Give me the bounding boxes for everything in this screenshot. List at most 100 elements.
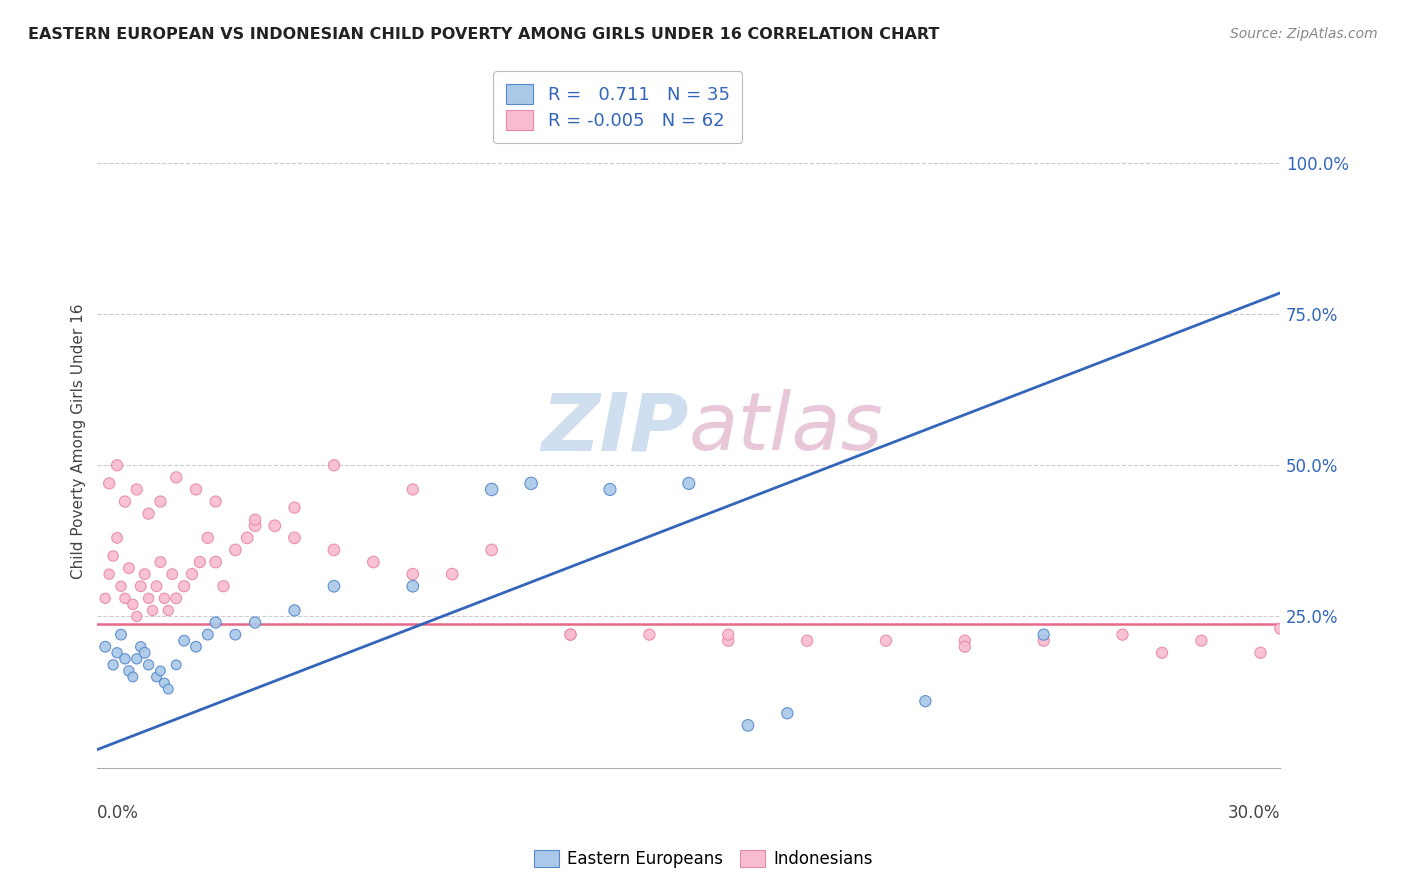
Point bbox=[129, 640, 152, 654]
Point bbox=[138, 591, 160, 606]
Point bbox=[181, 567, 204, 582]
Point bbox=[236, 531, 259, 545]
Point bbox=[125, 483, 148, 497]
Y-axis label: Child Poverty Among Girls Under 16: Child Poverty Among Girls Under 16 bbox=[72, 303, 86, 579]
Point bbox=[165, 657, 187, 672]
Legend: Eastern Europeans, Indonesians: Eastern Europeans, Indonesians bbox=[527, 843, 879, 875]
Point bbox=[149, 494, 172, 508]
Point bbox=[1189, 633, 1212, 648]
Point bbox=[796, 633, 818, 648]
Point bbox=[184, 483, 207, 497]
Point bbox=[105, 646, 128, 660]
Point bbox=[402, 567, 425, 582]
Point bbox=[98, 567, 121, 582]
Text: ZIP: ZIP bbox=[541, 389, 689, 467]
Point bbox=[224, 627, 246, 641]
Point bbox=[283, 500, 305, 515]
Point bbox=[323, 543, 346, 558]
Point bbox=[162, 567, 184, 582]
Point bbox=[173, 579, 195, 593]
Point bbox=[94, 640, 117, 654]
Point bbox=[402, 579, 425, 593]
Point bbox=[1111, 627, 1133, 641]
Point bbox=[441, 567, 464, 582]
Point bbox=[323, 458, 346, 473]
Point bbox=[125, 609, 148, 624]
Point bbox=[110, 627, 132, 641]
Point bbox=[138, 657, 160, 672]
Point bbox=[173, 633, 195, 648]
Text: Source: ZipAtlas.com: Source: ZipAtlas.com bbox=[1230, 27, 1378, 41]
Point bbox=[204, 615, 226, 630]
Point bbox=[145, 579, 167, 593]
Point bbox=[402, 483, 425, 497]
Point bbox=[875, 633, 897, 648]
Point bbox=[212, 579, 235, 593]
Point bbox=[560, 627, 582, 641]
Point bbox=[717, 633, 740, 648]
Point bbox=[121, 598, 143, 612]
Point bbox=[105, 531, 128, 545]
Point bbox=[165, 470, 187, 484]
Point bbox=[204, 494, 226, 508]
Point bbox=[776, 706, 799, 721]
Point bbox=[1150, 646, 1173, 660]
Point bbox=[114, 494, 136, 508]
Point bbox=[263, 518, 285, 533]
Point bbox=[197, 531, 219, 545]
Point bbox=[129, 579, 152, 593]
Point bbox=[323, 579, 346, 593]
Point bbox=[520, 476, 543, 491]
Point bbox=[678, 476, 700, 491]
Point bbox=[1032, 627, 1054, 641]
Point bbox=[560, 627, 582, 641]
Point bbox=[184, 640, 207, 654]
Point bbox=[953, 640, 976, 654]
Point bbox=[145, 670, 167, 684]
Point bbox=[481, 543, 503, 558]
Point bbox=[157, 603, 180, 617]
Point bbox=[101, 657, 124, 672]
Point bbox=[283, 531, 305, 545]
Point bbox=[737, 718, 759, 732]
Point bbox=[98, 476, 121, 491]
Point bbox=[121, 670, 143, 684]
Point bbox=[188, 555, 211, 569]
Point bbox=[197, 627, 219, 641]
Point bbox=[165, 591, 187, 606]
Point bbox=[157, 682, 180, 697]
Point bbox=[243, 518, 266, 533]
Point bbox=[1250, 646, 1272, 660]
Point bbox=[953, 633, 976, 648]
Point bbox=[283, 603, 305, 617]
Text: 0.0%: 0.0% bbox=[97, 804, 139, 822]
Legend: R =   0.711   N = 35, R = -0.005   N = 62: R = 0.711 N = 35, R = -0.005 N = 62 bbox=[494, 71, 742, 143]
Point bbox=[363, 555, 385, 569]
Point bbox=[717, 627, 740, 641]
Point bbox=[94, 591, 117, 606]
Point bbox=[1032, 633, 1054, 648]
Point bbox=[134, 567, 156, 582]
Point bbox=[224, 543, 246, 558]
Point bbox=[105, 458, 128, 473]
Point bbox=[110, 579, 132, 593]
Text: atlas: atlas bbox=[689, 389, 883, 467]
Point bbox=[243, 615, 266, 630]
Point bbox=[149, 664, 172, 678]
Point bbox=[914, 694, 936, 708]
Point bbox=[153, 591, 176, 606]
Point bbox=[118, 664, 141, 678]
Point bbox=[204, 555, 226, 569]
Point bbox=[638, 627, 661, 641]
Point bbox=[142, 603, 165, 617]
Point bbox=[481, 483, 503, 497]
Text: 30.0%: 30.0% bbox=[1227, 804, 1281, 822]
Point bbox=[243, 513, 266, 527]
Text: EASTERN EUROPEAN VS INDONESIAN CHILD POVERTY AMONG GIRLS UNDER 16 CORRELATION CH: EASTERN EUROPEAN VS INDONESIAN CHILD POV… bbox=[28, 27, 939, 42]
Point bbox=[599, 483, 621, 497]
Point bbox=[138, 507, 160, 521]
Point bbox=[149, 555, 172, 569]
Point bbox=[114, 652, 136, 666]
Point bbox=[125, 652, 148, 666]
Point bbox=[153, 676, 176, 690]
